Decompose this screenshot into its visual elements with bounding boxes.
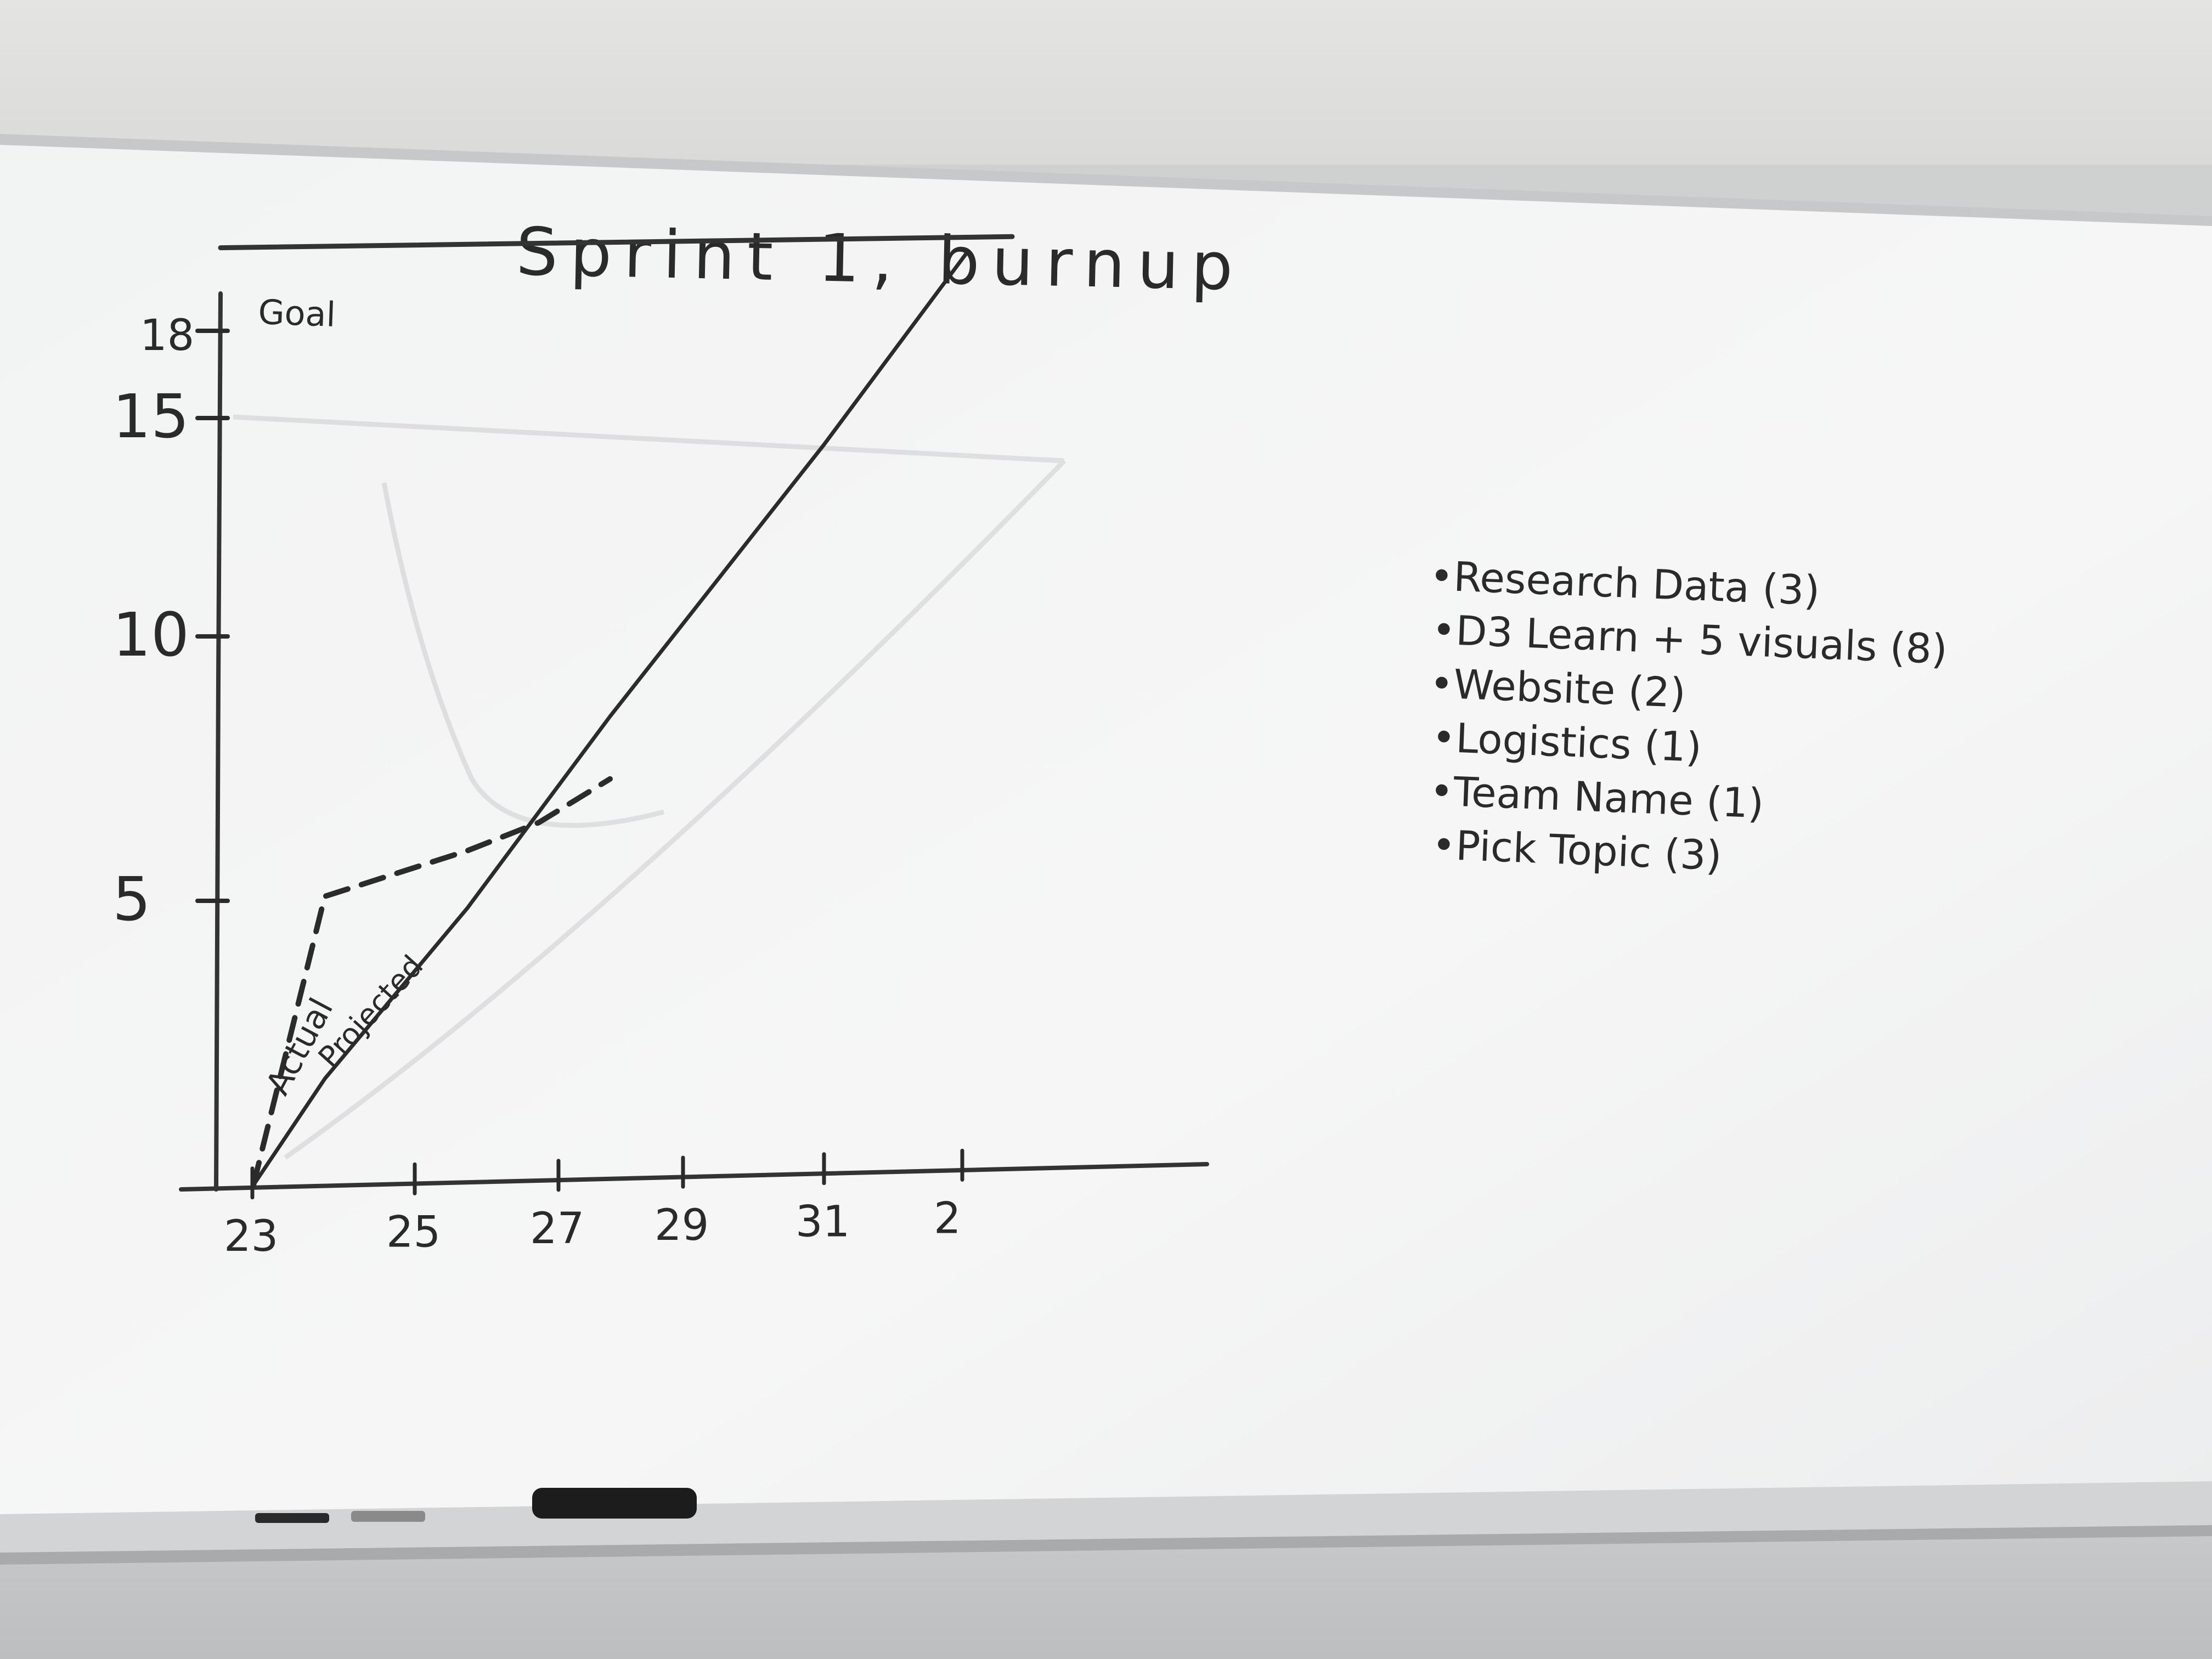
- y-tick-label: 10: [112, 600, 189, 670]
- x-tick-label: 31: [795, 1198, 850, 1247]
- marker-tray: [0, 1481, 2212, 1558]
- chart-title: Sprint 1, burnup: [515, 214, 1245, 306]
- x-ticks: 23 25 27 29 31 2: [224, 1148, 964, 1261]
- erased-ghost-lines: [233, 414, 1066, 1160]
- board-top-frame: [0, 134, 2212, 226]
- x-tick-label: 27: [530, 1204, 584, 1254]
- x-tick-label: 29: [654, 1201, 709, 1250]
- task-list-item: •Pick Topic (3): [1431, 821, 1723, 879]
- y-axis: [214, 291, 223, 1192]
- x-axis: [179, 1162, 1209, 1192]
- task-list-item: •Logistics (1): [1431, 714, 1702, 771]
- whiteboard-surface: [0, 137, 2212, 1520]
- goal-line: [218, 234, 1015, 251]
- marker: [255, 1513, 329, 1523]
- x-tick-label: 2: [934, 1194, 961, 1243]
- x-tick-label: 23: [224, 1212, 278, 1261]
- series-line-actual: [251, 776, 613, 1188]
- y-tick-label: 5: [112, 864, 151, 934]
- marker: [351, 1511, 425, 1522]
- wall: [0, 0, 2212, 165]
- series-line-projected: [251, 251, 969, 1187]
- series-layer: [251, 251, 969, 1188]
- eraser: [532, 1488, 697, 1519]
- y-tick-label: 18: [140, 311, 194, 360]
- y-ticks: 5 10 15 18: [112, 311, 230, 934]
- x-tick-label: 25: [386, 1207, 441, 1257]
- task-list-item: •Website (2): [1429, 660, 1686, 717]
- marker-tray-lip: [0, 1525, 2212, 1565]
- y-tick-label: 15: [112, 381, 189, 452]
- goal-label: Goal: [257, 292, 336, 335]
